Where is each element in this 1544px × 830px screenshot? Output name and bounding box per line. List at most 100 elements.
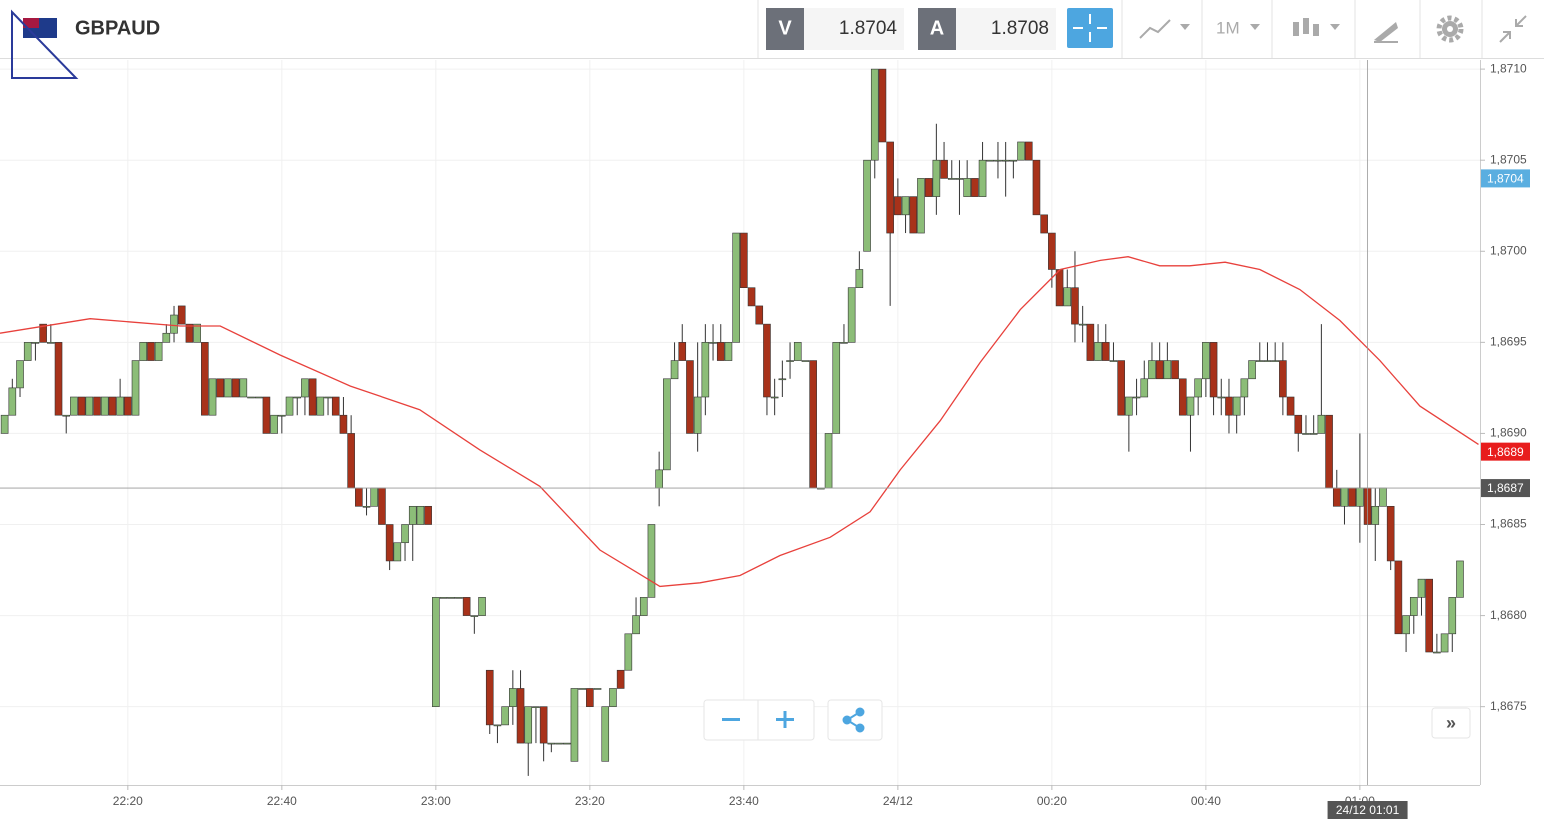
crosshair-x-label: 24/12 01:01 [1336,803,1400,817]
bid-box[interactable] [804,8,904,50]
candle-body [316,396,325,416]
ask-price[interactable]: 1.8708 [991,18,1049,39]
candle-body [740,232,748,289]
collapse-button[interactable] [1499,15,1527,43]
candle-body [108,396,117,416]
candle-body [1348,487,1356,507]
candle-body [1248,360,1256,380]
candle-body [516,688,525,744]
x-tick-label: 22:20 [113,794,143,808]
candle-body [424,505,432,525]
candle-body [131,360,140,416]
zoom-out[interactable] [722,718,740,721]
scroll-right-icon[interactable]: » [1446,713,1456,733]
candle-body [570,688,579,762]
candle-body [154,342,163,361]
candle-body [1032,159,1041,216]
ask-box[interactable] [956,8,1056,50]
candle-body [147,342,155,361]
candle-body [455,597,463,599]
bid-label[interactable]: V [778,17,792,39]
crosshair-button[interactable] [1067,8,1113,48]
scroll-right-button[interactable] [1431,707,1471,739]
candle-body [1171,360,1179,380]
candle-body [162,332,171,343]
candle-body [239,378,248,398]
candle-body [586,688,594,707]
ma-price-label: 1,8689 [1487,445,1524,459]
y-tick-label: 1,8705 [1490,152,1527,166]
candle-body [401,524,409,544]
candle-body [293,396,302,399]
flag-icon [11,9,79,79]
bid-price[interactable]: 1.8704 [839,18,898,39]
candle-body [786,360,794,362]
share-box[interactable] [827,699,883,741]
bid-label-box[interactable] [766,8,804,50]
candle-body [1024,141,1033,161]
candle-body [1078,323,1087,326]
y-tick-label: 1,8695 [1490,335,1527,349]
candle-body [177,305,186,325]
candle-body [647,524,656,598]
candle-body [855,269,864,289]
x-tick-label: 23:00 [421,794,451,808]
candle-body [1225,396,1233,416]
moving-average-line [0,256,1479,588]
crosshair-x-label-bg [1327,801,1408,819]
candle-body [940,159,948,179]
candle-body [1271,360,1279,362]
settings-button[interactable] [1436,15,1464,43]
candle-body [616,669,625,689]
candle-body [747,287,756,307]
candle-body [77,396,86,416]
candle-body [370,487,379,507]
candle-body [8,387,17,416]
indicator-button[interactable] [1139,19,1190,39]
ask-label[interactable]: A [930,17,944,39]
zoom-in[interactable] [776,711,794,728]
candle-body [1394,560,1403,635]
toolbar: GBPAUD V 1.8704 A 1.8708 1M [0,0,1544,79]
candle-body [362,505,371,508]
candle-body [1356,487,1364,507]
candle-body [909,196,918,234]
candle-body [493,724,502,727]
candle-body [231,378,240,398]
candle-body [301,378,309,398]
x-tick-label: 00:20 [1037,794,1067,808]
crosshair-y-label-bg [1481,479,1530,498]
candle-body [639,597,648,616]
timeframe[interactable]: 1M [1216,18,1240,37]
y-tick-label: 1,8675 [1490,699,1527,713]
candle-body [1317,414,1326,434]
candle-body [347,433,355,489]
candle-body [216,378,225,398]
candle-body [1232,396,1241,416]
candle-body [16,360,24,389]
candle-body [994,159,1002,162]
candle-body [532,706,540,708]
crosshair-icon [1073,14,1107,42]
candle-body [840,342,848,344]
candle-body [1386,505,1395,562]
candle-body [331,396,340,416]
y-tick-label: 1,8680 [1490,608,1527,622]
candle-body [963,178,971,197]
candle-body [955,178,964,180]
draw-button[interactable] [1374,22,1398,43]
candle-body [70,396,78,416]
chart-type-button[interactable] [1293,18,1340,36]
candle-body [847,287,856,343]
crosshair-y-label: 1,8687 [1487,481,1524,495]
candle-body [1417,578,1426,598]
candle-body [524,706,533,744]
candle-body [1456,560,1464,598]
share-icon[interactable] [842,707,865,733]
candle-body [793,342,802,361]
candle-body [924,178,933,197]
candle-body [1286,396,1295,416]
ask-label-box[interactable] [918,8,956,50]
